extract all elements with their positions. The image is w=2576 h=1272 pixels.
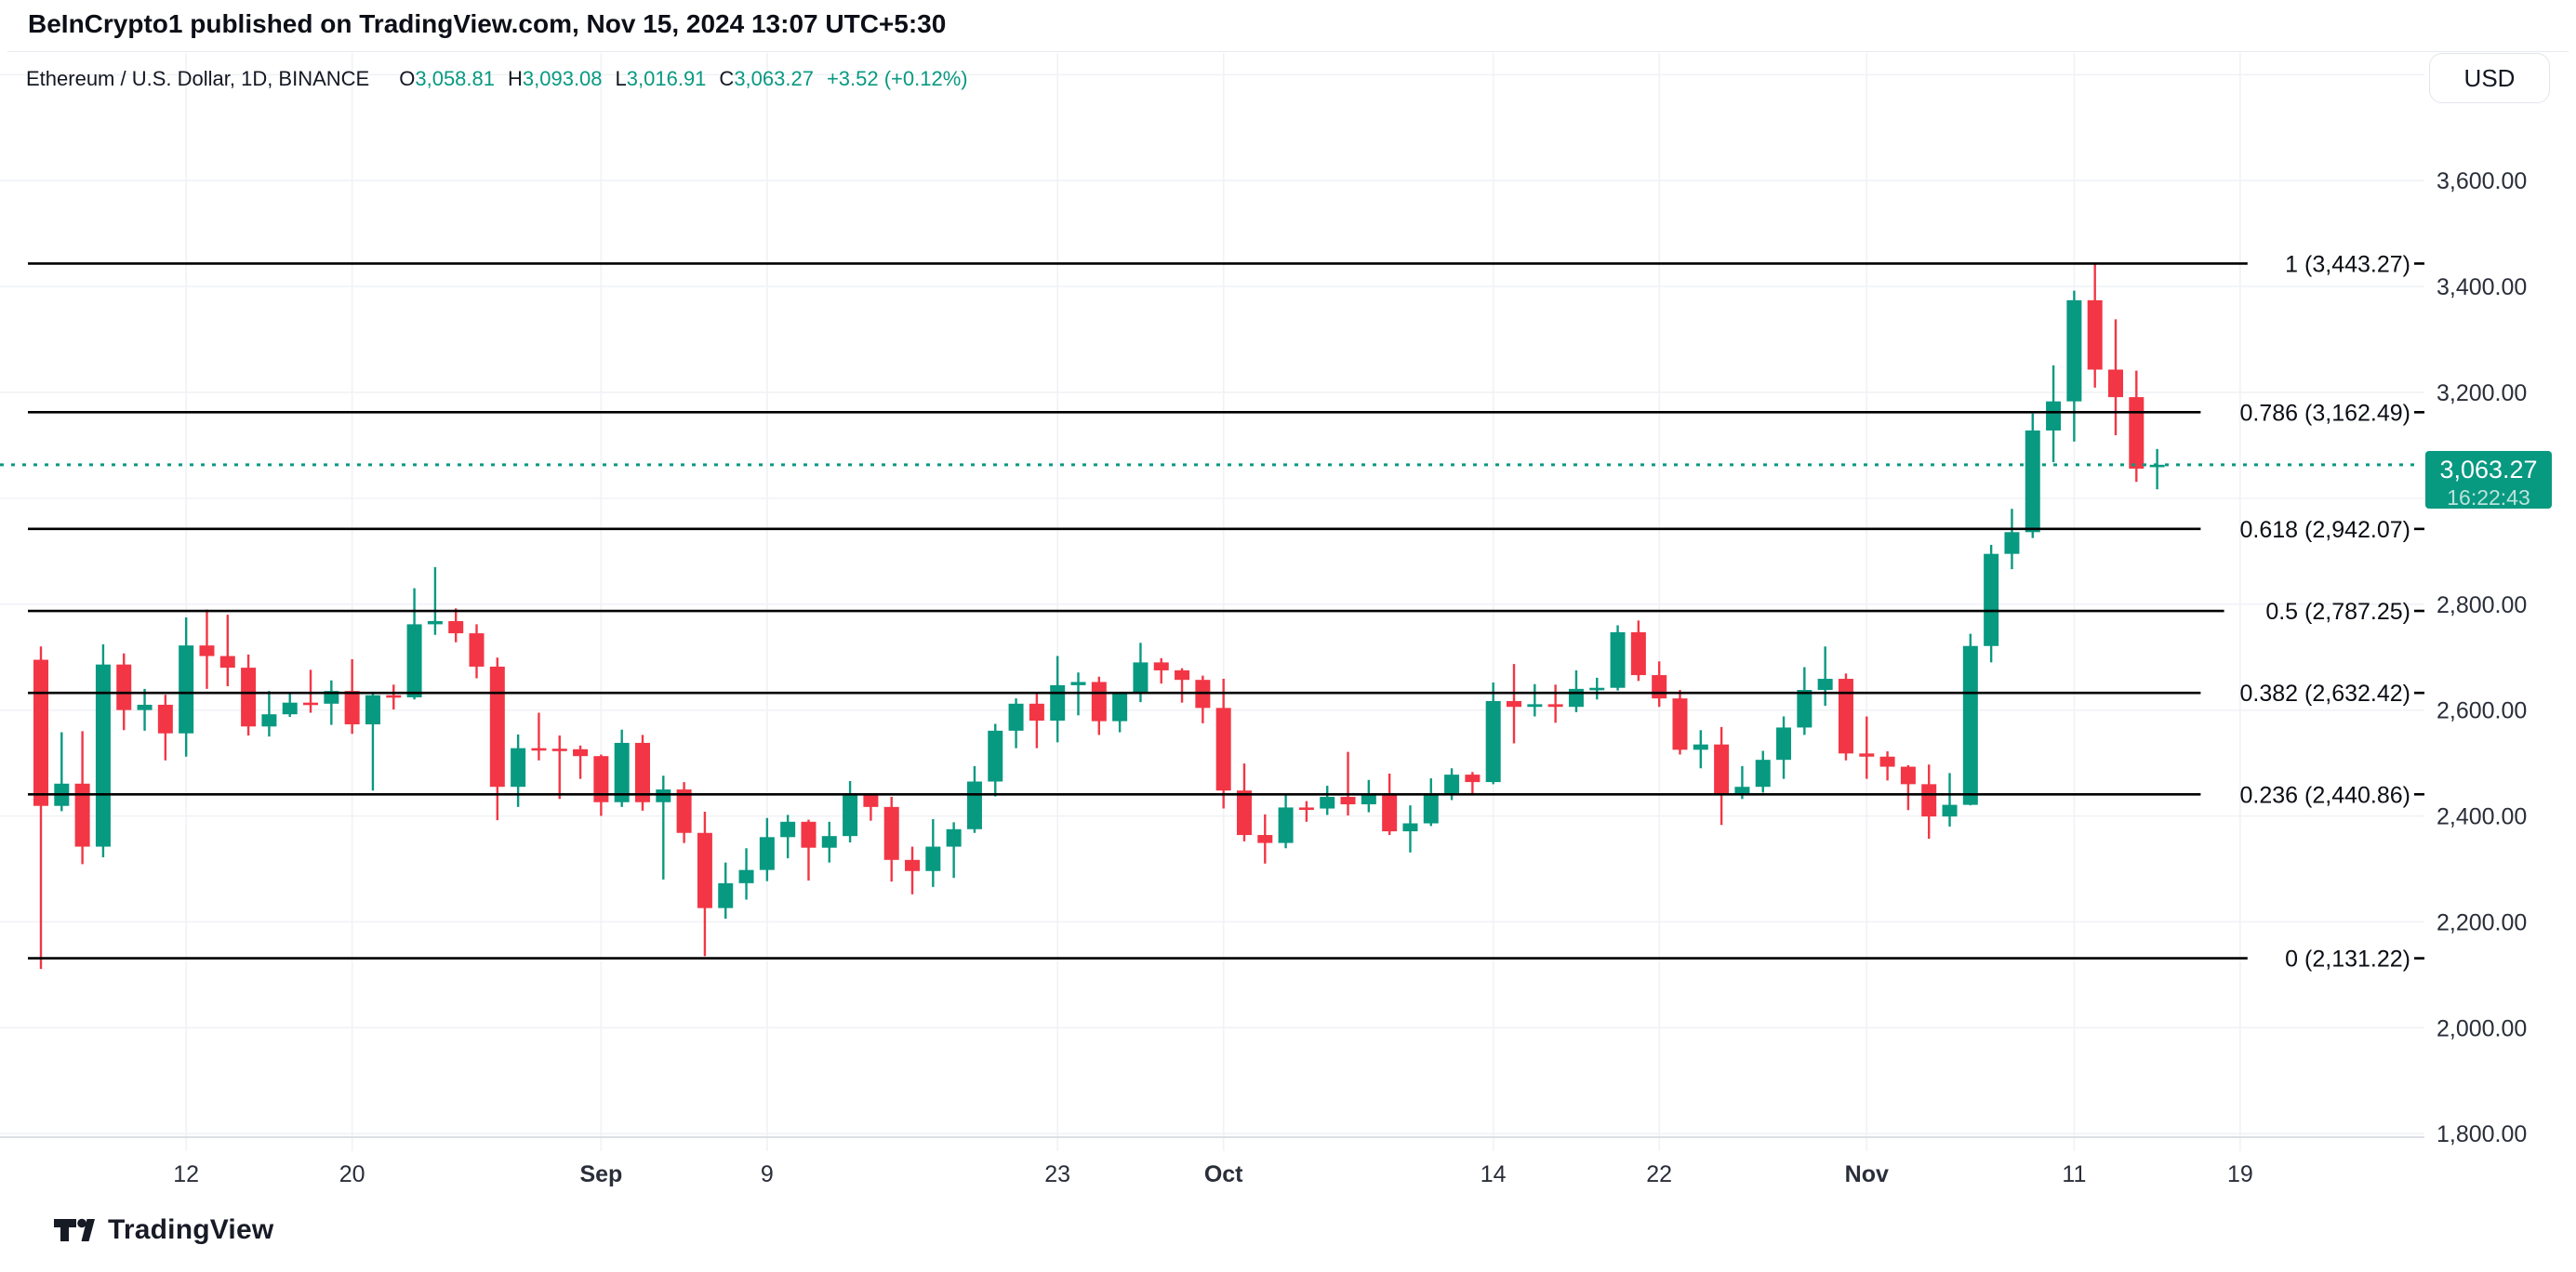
tradingview-logo-icon [54,1218,95,1241]
time-axis[interactable] [0,1137,2424,1202]
svg-text:12: 12 [173,1161,199,1187]
tradingview-logo-text: TradingView [108,1214,274,1245]
change-value: +3.52 (+0.12%) [826,67,968,90]
open-label: O [399,67,416,90]
svg-text:3,600.00: 3,600.00 [2437,168,2527,194]
svg-text:22: 22 [1646,1161,1672,1187]
svg-text:Oct: Oct [1204,1161,1243,1187]
svg-text:Nov: Nov [1845,1161,1889,1187]
svg-text:9: 9 [761,1161,774,1187]
symbol-title: Ethereum / U.S. Dollar, 1D, BINANCE [26,67,370,90]
price-axis-labels: 3,600.00 3,400.00 3,200.00 2,800.00 2,600.00… [2437,168,2527,1147]
close-value: 3,063.27 [734,67,814,90]
svg-text:1,800.00: 1,800.00 [2437,1121,2527,1147]
fib-level-label: 0.236 (2,440.86) [2240,782,2410,808]
svg-text:2,600.00: 2,600.00 [2437,698,2527,724]
fib-retracement: 1 (3,443.27) 0.786 (3,162.49) 0.618 (2,942… [28,251,2424,973]
fib-level-label: 0.786 (3,162.49) [2240,400,2410,426]
low-label: L [615,67,627,90]
fib-level-label: 0.5 (2,787.25) [2265,599,2410,625]
open-value: 3,058.81 [415,67,495,90]
close-label: C [719,67,735,90]
chart-card-top-border [7,51,2569,52]
chart-legend: Ethereum / U.S. Dollar, 1D, BINANCE O3,05… [26,67,968,91]
last-price-badge[interactable]: 3,063.27 16:22:43 [2425,450,2552,510]
svg-text:11: 11 [2062,1161,2086,1187]
fib-level-label: 1 (3,443.27) [2285,251,2410,277]
svg-text:3,200.00: 3,200.00 [2437,380,2527,406]
published-header: BeInCrypto1 published on TradingView.com… [28,9,947,38]
tradingview-logo[interactable]: TradingView [54,1214,273,1246]
grid-lines [0,53,2424,1151]
currency-toggle-button[interactable]: USD [2429,53,2550,103]
svg-text:2,200.00: 2,200.00 [2437,909,2527,935]
svg-text:2,800.00: 2,800.00 [2437,592,2527,618]
svg-text:14: 14 [1481,1161,1507,1187]
svg-text:19: 19 [2227,1161,2253,1187]
fib-level-label: 0.618 (2,942.07) [2240,517,2410,543]
svg-text:23: 23 [1044,1161,1070,1187]
fib-level-label: 0.382 (2,632.42) [2240,681,2410,707]
high-value: 3,093.08 [522,67,603,90]
time-axis-labels: 12 20 Sep 9 23 Oct 14 22 Nov 11 19 [173,1161,2253,1187]
countdown-timer: 16:22:43 [2447,484,2530,510]
svg-text:20: 20 [339,1161,365,1187]
last-price-value: 3,063.27 [2439,455,2538,484]
svg-text:2,000.00: 2,000.00 [2437,1015,2527,1041]
svg-text:Sep: Sep [579,1161,622,1187]
price-axis[interactable] [2424,53,2576,1137]
high-label: H [508,67,523,90]
low-value: 3,016.91 [626,67,707,90]
svg-text:3,400.00: 3,400.00 [2437,274,2527,300]
candles [33,263,2165,970]
svg-text:2,400.00: 2,400.00 [2437,804,2527,830]
fib-level-label: 0 (2,131.22) [2285,947,2410,973]
